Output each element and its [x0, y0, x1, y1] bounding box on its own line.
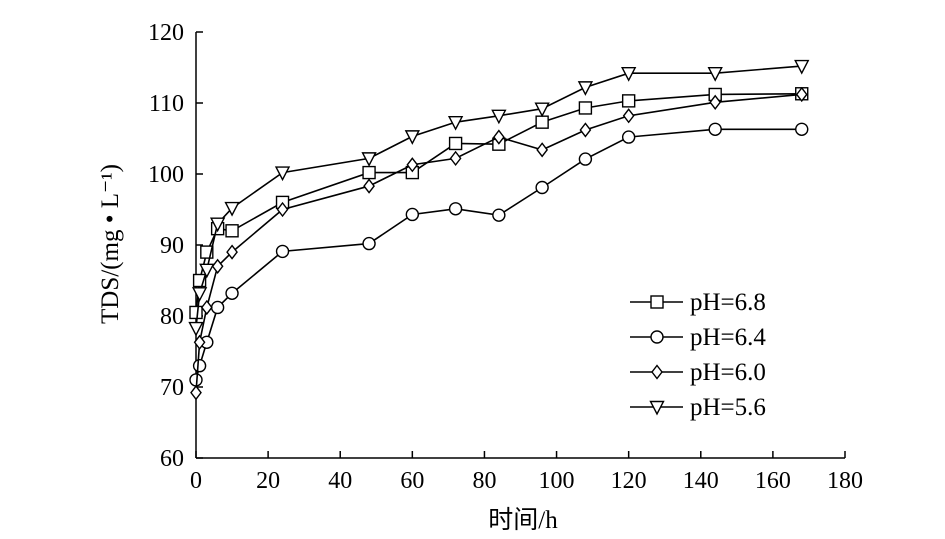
point-diamond [276, 201, 289, 218]
point-circle [708, 122, 722, 136]
point-diamond [795, 86, 808, 103]
point-circle [225, 286, 239, 300]
y-tick-label: 110 [149, 91, 184, 117]
point-diamond [200, 299, 213, 316]
point-triangle-down [447, 115, 464, 131]
point-triangle-down [188, 321, 204, 337]
point-triangle-down [224, 201, 240, 217]
point-triangle-down [199, 263, 215, 279]
point-square [189, 305, 203, 320]
x-tick-label: 60 [400, 468, 424, 494]
x-tick-label: 160 [755, 468, 791, 494]
legend-entry: pH=6.4 [630, 324, 766, 351]
legend-label: pH=5.6 [690, 394, 766, 421]
point-square [621, 94, 636, 108]
point-diamond [211, 258, 224, 274]
point-diamond [651, 364, 663, 380]
point-circle [275, 244, 290, 259]
y-tick-label: 120 [148, 20, 184, 46]
x-tick-label: 0 [190, 468, 202, 494]
x-tick-label: 40 [328, 468, 352, 494]
point-circle [650, 330, 664, 344]
point-circle [210, 300, 225, 315]
y-tick-label: 100 [148, 162, 184, 188]
point-circle [192, 359, 207, 373]
series-triangle-down [188, 59, 810, 337]
x-tick-label: 120 [611, 468, 647, 494]
point-square [448, 136, 463, 151]
legend-entry: pH=6.0 [630, 359, 766, 386]
point-circle [535, 180, 549, 195]
point-triangle-down [191, 287, 208, 302]
point-diamond [709, 94, 722, 110]
point-square [225, 224, 239, 238]
point-triangle-down [621, 66, 637, 82]
point-square [650, 295, 664, 309]
legend: pH=6.8 pH=6.4 pH=6.0 pH=5.6 [630, 289, 766, 421]
point-circle [448, 202, 463, 216]
y-tick-label: 60 [160, 446, 184, 472]
x-tick-label: 140 [683, 468, 719, 494]
x-tick-label: 80 [472, 468, 496, 494]
point-circle [621, 130, 636, 144]
point-triangle-down [794, 59, 810, 75]
point-diamond [363, 178, 375, 194]
legend-label: pH=6.0 [690, 359, 766, 386]
point-triangle-down [274, 166, 291, 182]
point-diamond [536, 142, 549, 158]
point-triangle-down [491, 109, 507, 125]
series-diamond [190, 86, 808, 401]
x-axis-label: 时间/h [488, 506, 558, 534]
point-diamond [492, 129, 505, 145]
y-tick-label: 70 [160, 375, 184, 401]
point-diamond [190, 385, 202, 401]
point-triangle-down [707, 66, 723, 82]
y-axis-label: TDS/(mg • L⁻¹) [97, 164, 124, 324]
point-diamond [226, 244, 238, 260]
point-square [578, 101, 593, 115]
series-circle [189, 122, 809, 387]
point-triangle-down [534, 102, 550, 118]
point-triangle-down [209, 217, 226, 233]
x-tick-label: 100 [539, 468, 575, 494]
point-diamond [406, 157, 419, 173]
legend-label: pH=6.8 [690, 289, 766, 316]
point-circle [578, 152, 593, 166]
point-circle [492, 208, 506, 222]
point-circle [405, 207, 420, 222]
point-diamond [193, 334, 206, 350]
point-triangle-down [404, 130, 420, 145]
point-triangle-down [577, 81, 594, 96]
point-diamond [449, 150, 462, 167]
point-square [535, 115, 549, 129]
y-tick-label: 90 [160, 233, 184, 259]
point-circle [362, 236, 376, 251]
y-tick-label: 80 [160, 304, 184, 330]
series-layer [188, 59, 810, 401]
axes: 60 70 80 90 100 110 120 0 20 40 60 80 100 120 140 160 18… [148, 20, 863, 494]
point-circle [795, 122, 809, 136]
point-diamond [579, 122, 592, 138]
point-triangle-down [361, 152, 377, 167]
point-square [362, 165, 376, 180]
point-diamond [622, 108, 635, 124]
x-tick-label: 180 [827, 468, 863, 494]
legend-entry: pH=5.6 [630, 394, 766, 421]
legend-entry: pH=6.8 [630, 289, 766, 316]
legend-label: pH=6.4 [690, 324, 766, 351]
x-tick-label: 20 [256, 468, 280, 494]
point-triangle-down [649, 400, 665, 416]
